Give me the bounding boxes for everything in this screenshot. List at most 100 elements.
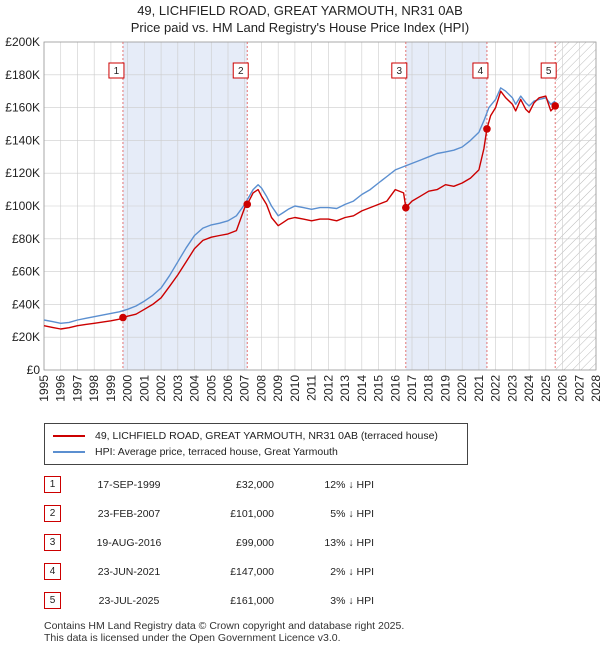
sale-hpi-diff: 5% ↓ HPI <box>330 507 374 520</box>
x-tick-label: 2021 <box>472 375 486 402</box>
sale-price: £99,000 <box>236 536 274 549</box>
x-tick-label: 2028 <box>589 375 600 402</box>
x-tick-label: 2019 <box>438 375 452 402</box>
sale-hpi-diff: 13% ↓ HPI <box>324 536 374 549</box>
chart-title: 49, LICHFIELD ROAD, GREAT YARMOUTH, NR31… <box>137 3 463 18</box>
x-tick-label: 2025 <box>539 375 553 402</box>
sale-price: £161,000 <box>230 594 274 607</box>
transactions-table: 1 17-SEP-1999 £32,000 12% ↓ HPI 2 23-FEB… <box>44 470 374 615</box>
sale-hpi-diff: 3% ↓ HPI <box>330 594 374 607</box>
x-tick-label: 2015 <box>372 375 386 402</box>
sale-date: 23-JUL-2025 <box>98 594 160 607</box>
x-tick-label: 2026 <box>556 375 570 402</box>
footer: Contains HM Land Registry data © Crown c… <box>44 620 404 644</box>
sale-label-box <box>540 62 557 79</box>
sale-date: 19-AUG-2016 <box>96 536 162 549</box>
sale-label: 2 <box>238 66 244 77</box>
sale-label: 5 <box>546 66 552 77</box>
x-tick-label: 2009 <box>271 375 285 402</box>
sale-date: 23-FEB-2007 <box>97 507 161 520</box>
x-tick-label: 2016 <box>388 375 402 402</box>
x-tick-label: 2018 <box>422 375 436 402</box>
x-tick-label: 2008 <box>254 375 268 402</box>
x-tick-label: 2000 <box>121 375 135 402</box>
y-tick-label: £20K <box>12 330 40 344</box>
x-tick-label: 2022 <box>489 375 503 402</box>
legend-swatch-hpi <box>53 451 85 453</box>
footer-licence: This data is licensed under the Open Gov… <box>44 632 341 644</box>
sale-label: 3 <box>397 66 403 77</box>
table-row: 1 17-SEP-1999 £32,000 12% ↓ HPI <box>44 470 374 499</box>
x-tick-label: 2006 <box>221 375 235 402</box>
x-tick-label: 2013 <box>338 375 352 402</box>
x-tick-label: 2020 <box>455 375 469 402</box>
x-tick-label: 2027 <box>572 375 586 402</box>
legend-swatch-property <box>53 435 85 437</box>
x-tick-label: 2023 <box>505 375 519 402</box>
y-tick-label: £180K <box>5 68 40 82</box>
legend-label-property: 49, LICHFIELD ROAD, GREAT YARMOUTH, NR31… <box>95 430 438 442</box>
sale-date: 23-JUN-2021 <box>97 565 161 578</box>
x-tick-label: 2024 <box>522 375 536 402</box>
sale-badge: 4 <box>44 563 61 580</box>
chart-subtitle: Price paid vs. HM Land Registry's House … <box>130 20 470 35</box>
x-tick-label: 1999 <box>104 375 118 402</box>
legend-item-hpi: HPI: Average price, terraced house, Grea… <box>53 444 338 460</box>
y-tick-label: £120K <box>5 166 40 180</box>
x-tick-label: 2002 <box>154 375 168 402</box>
y-tick-label: £40K <box>12 297 40 311</box>
x-tick-label: 1997 <box>70 375 84 402</box>
hpi-line <box>43 87 556 324</box>
y-tick-label: £140K <box>5 133 40 147</box>
x-tick-label: 2004 <box>188 375 202 402</box>
sale-label-box <box>232 62 249 79</box>
plot-frame <box>43 41 597 371</box>
price-paid-line <box>43 90 556 330</box>
sale-label-box <box>391 62 408 79</box>
table-row: 5 23-JUL-2025 £161,000 3% ↓ HPI <box>44 586 374 615</box>
x-tick-label: 1996 <box>54 375 68 402</box>
x-tick-label: 2017 <box>405 375 419 402</box>
table-row: 2 23-FEB-2007 £101,000 5% ↓ HPI <box>44 499 374 528</box>
legend: 49, LICHFIELD ROAD, GREAT YARMOUTH, NR31… <box>44 423 468 465</box>
sale-date: 17-SEP-1999 <box>97 478 161 491</box>
sale-badge: 2 <box>44 505 61 522</box>
x-tick-label: 2007 <box>238 375 252 402</box>
sale-price: £147,000 <box>230 565 274 578</box>
x-tick-label: 2001 <box>137 375 151 402</box>
sale-hpi-diff: 2% ↓ HPI <box>330 565 374 578</box>
table-row: 4 23-JUN-2021 £147,000 2% ↓ HPI <box>44 557 374 586</box>
sale-badge: 1 <box>44 476 61 493</box>
sale-price: £32,000 <box>236 478 274 491</box>
sale-point <box>402 203 410 212</box>
sale-label: 4 <box>478 66 484 77</box>
legend-label-hpi: HPI: Average price, terraced house, Grea… <box>95 446 338 458</box>
sale-hpi-diff: 12% ↓ HPI <box>324 478 374 491</box>
sale-badge: 5 <box>44 592 61 609</box>
y-tick-label: £100K <box>5 199 40 213</box>
sale-badge: 3 <box>44 534 61 551</box>
x-tick-label: 2010 <box>288 375 302 402</box>
x-tick-label: 2012 <box>321 375 335 402</box>
price-chart: £0 £20K £40K £60K £80K £100K £120K £140K £160K £1… <box>5 35 600 402</box>
sale-label: 1 <box>114 66 120 77</box>
sale-point <box>483 125 491 133</box>
sale-point <box>119 313 127 322</box>
table-row: 3 19-AUG-2016 £99,000 13% ↓ HPI <box>44 528 374 557</box>
x-tick-label: 2011 <box>305 375 319 401</box>
sale-point <box>243 200 252 209</box>
x-tick-label: 1998 <box>87 375 101 402</box>
y-tick-label: £80K <box>12 232 40 246</box>
sale-price: £101,000 <box>230 507 274 520</box>
y-tick-label: £60K <box>12 265 40 279</box>
y-tick-label: £200K <box>5 35 40 49</box>
x-tick-label: 2003 <box>171 375 185 402</box>
sale-label-box <box>472 62 489 79</box>
y-tick-label: £0 <box>27 363 41 377</box>
legend-item-property: 49, LICHFIELD ROAD, GREAT YARMOUTH, NR31… <box>53 428 438 444</box>
x-tick-label: 2014 <box>355 375 369 402</box>
y-tick-label: £160K <box>5 101 40 115</box>
sale-label-box <box>108 62 125 79</box>
x-tick-label: 2005 <box>204 375 218 402</box>
x-tick-label: 1995 <box>37 375 51 402</box>
